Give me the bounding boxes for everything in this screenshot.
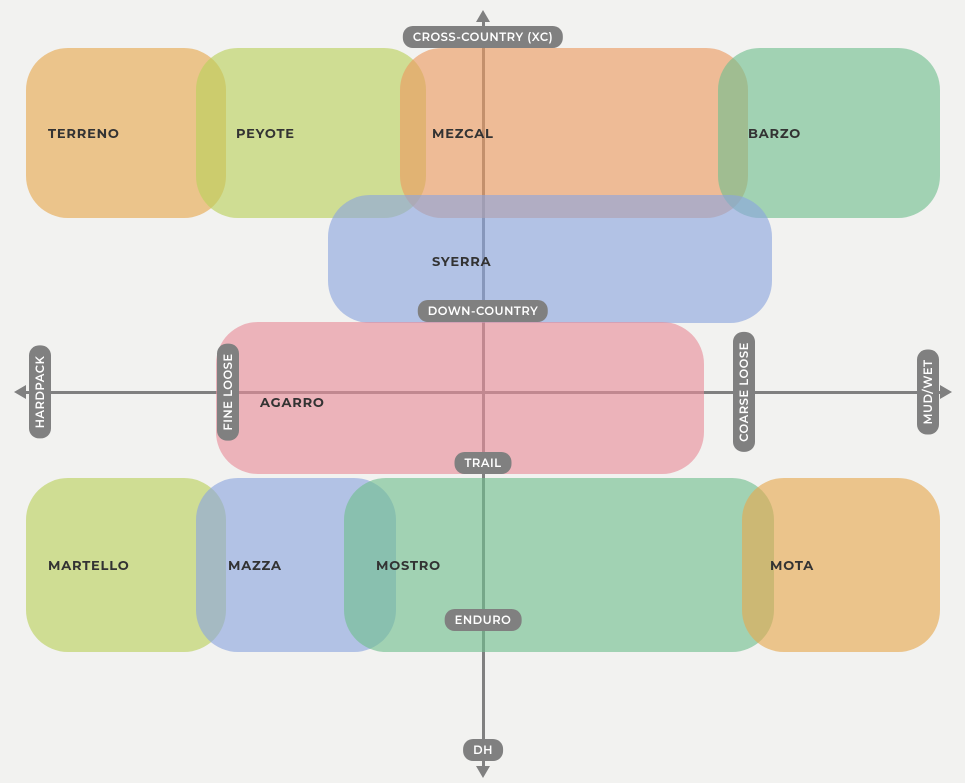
label-mota: MOTA: [770, 558, 814, 574]
blob-peyote: [196, 48, 426, 218]
x-label-mudwet: MUD/WET: [917, 349, 939, 434]
y-label-enduro: ENDURO: [445, 609, 522, 631]
label-mostro: MOSTRO: [376, 558, 441, 574]
y-axis-arrow-up: [476, 10, 490, 22]
y-label-trail: TRAIL: [455, 452, 512, 474]
label-mezcal: MEZCAL: [432, 126, 494, 142]
x-label-hardpack: HARDPACK: [29, 346, 51, 439]
y-axis-arrow-down: [476, 766, 490, 778]
x-axis-arrow-left: [14, 385, 26, 399]
label-peyote: PEYOTE: [236, 126, 295, 142]
label-syerra: SYERRA: [432, 254, 491, 270]
x-axis-arrow-right: [940, 385, 952, 399]
tire-quadrant-chart: TERRENO PEYOTE MEZCAL BARZO SYERRA AGARR…: [0, 0, 965, 783]
x-label-coarseloose: COARSE LOOSE: [733, 332, 755, 452]
label-barzo: BARZO: [748, 126, 801, 142]
label-terreno: TERRENO: [48, 126, 120, 142]
label-agarro: AGARRO: [260, 395, 325, 411]
x-label-fineloose: FINE LOOSE: [217, 343, 239, 440]
y-label-dh: DH: [463, 739, 503, 761]
y-label-xc: CROSS-COUNTRY (XC): [403, 26, 563, 48]
label-martello: MARTELLO: [48, 558, 129, 574]
label-mazza: MAZZA: [228, 558, 282, 574]
y-label-downcountry: DOWN-COUNTRY: [418, 300, 548, 322]
blob-syerra: [328, 195, 772, 323]
